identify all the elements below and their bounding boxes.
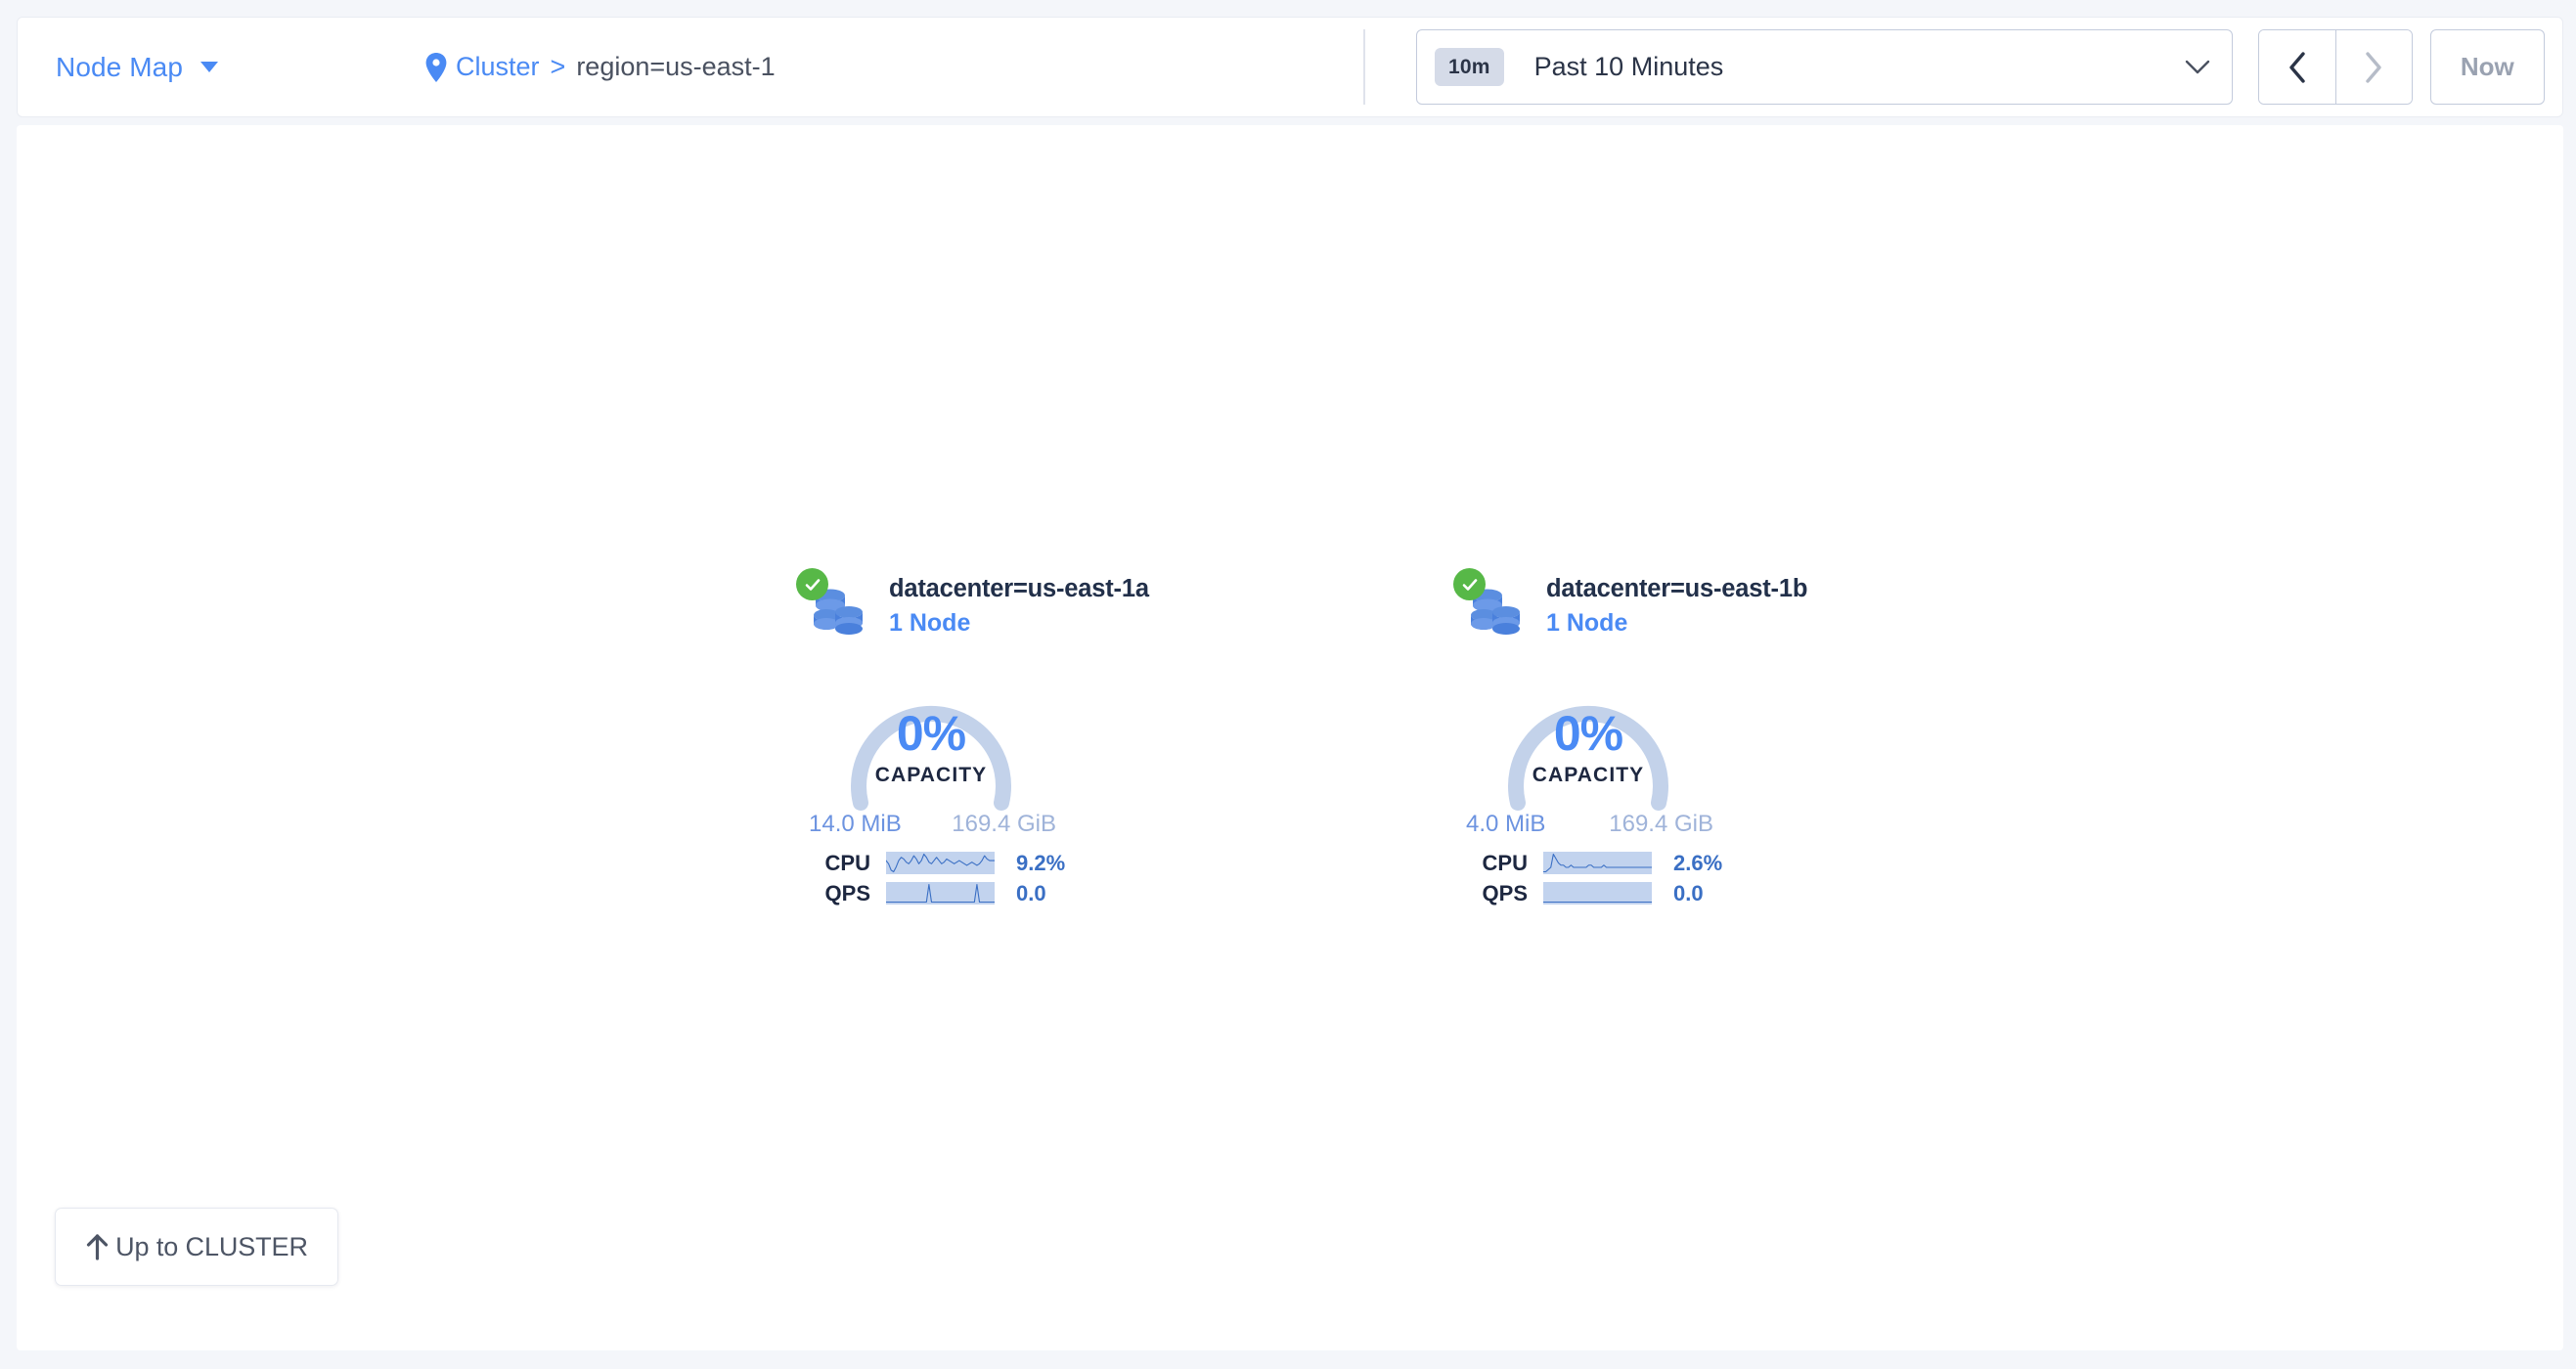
node-card-titles: datacenter=us-east-1a 1 Node: [889, 570, 1149, 639]
cpu-sparkline: [1543, 852, 1652, 874]
breadcrumb: Cluster > region=us-east-1: [425, 52, 776, 82]
metric-label: CPU: [824, 850, 870, 875]
capacity-values-row: 14.0 MiB 169.4 GiB: [809, 811, 1056, 838]
capacity-total-value: 169.4 GiB: [1609, 811, 1713, 837]
chevron-down-icon: [2185, 60, 2210, 73]
metrics-list: CPU 9.2% QPS 0.0: [809, 848, 1159, 908]
metric-label: QPS: [824, 880, 870, 905]
view-selector-label: Node Map: [56, 51, 183, 82]
metric-value: 0.0: [1016, 880, 1046, 905]
metric-value: 9.2%: [1016, 850, 1066, 875]
now-button-label: Now: [2460, 52, 2514, 81]
capacity-used-value: 14.0 MiB: [809, 811, 902, 837]
node-group-card[interactable]: datacenter=us-east-1a 1 Node 0% CAPACITY…: [796, 568, 1159, 908]
node-card-title: datacenter=us-east-1a: [889, 575, 1149, 602]
time-range-badge: 10m: [1435, 48, 1504, 86]
node-card-subtitle[interactable]: 1 Node: [889, 608, 971, 637]
capacity-gauge-caption: CAPACITY: [874, 764, 988, 786]
chevron-left-icon: [2289, 51, 2305, 83]
metrics-list: CPU 2.6% QPS 0.0: [1466, 848, 1816, 908]
qps-sparkline: [886, 882, 995, 905]
time-range-picker[interactable]: 10m Past 10 Minutes: [1416, 29, 2233, 105]
database-stack-icon: [796, 568, 867, 640]
time-step-back-button[interactable]: [2258, 30, 2335, 104]
breadcrumb-current: region=us-east-1: [576, 52, 776, 81]
up-to-cluster-label: Up to CLUSTER: [115, 1231, 308, 1261]
location-pin-icon: [425, 52, 447, 82]
node-card-titles: datacenter=us-east-1b 1 Node: [1546, 570, 1807, 639]
up-to-cluster-button[interactable]: Up to CLUSTER: [55, 1208, 338, 1286]
now-button[interactable]: Now: [2429, 29, 2545, 105]
node-card-header: datacenter=us-east-1b 1 Node: [1453, 568, 1816, 644]
metric-value: 2.6%: [1673, 850, 1723, 875]
node-card-header: datacenter=us-east-1a 1 Node: [796, 568, 1159, 644]
capacity-total-value: 169.4 GiB: [952, 811, 1056, 837]
node-card-subtitle[interactable]: 1 Node: [1546, 608, 1628, 637]
arrow-up-icon: [87, 1233, 109, 1260]
time-range-label: Past 10 Minutes: [1533, 52, 1724, 81]
chevron-down-icon: [200, 62, 218, 72]
check-circle-icon: [1453, 568, 1486, 600]
metric-label: QPS: [1482, 880, 1528, 905]
capacity-gauge: 0% CAPACITY: [828, 658, 1034, 811]
metric-row-cpu: CPU 2.6%: [1466, 848, 1816, 878]
capacity-gauge-value: 0%: [1553, 706, 1623, 761]
capacity-gauge-caption: CAPACITY: [1532, 764, 1645, 786]
view-selector-dropdown[interactable]: Node Map: [56, 18, 218, 116]
metric-value: 0.0: [1673, 880, 1704, 905]
check-circle-icon: [796, 568, 828, 600]
node-group-card[interactable]: datacenter=us-east-1b 1 Node 0% CAPACITY…: [1453, 568, 1816, 908]
node-map-canvas: datacenter=us-east-1a 1 Node 0% CAPACITY…: [17, 125, 2563, 1350]
breadcrumb-link-cluster[interactable]: Cluster: [456, 52, 540, 81]
metric-row-qps: QPS 0.0: [1466, 878, 1816, 908]
capacity-gauge-value: 0%: [896, 706, 966, 761]
breadcrumb-separator: >: [550, 52, 566, 81]
qps-sparkline: [1543, 882, 1652, 905]
time-step-nav-group: [2257, 29, 2413, 105]
capacity-used-value: 4.0 MiB: [1466, 811, 1546, 837]
metric-label: CPU: [1482, 850, 1528, 875]
time-controls: 10m Past 10 Minutes Now: [1363, 29, 2545, 105]
chevron-right-icon: [2366, 51, 2381, 83]
cpu-sparkline: [886, 852, 995, 874]
top-header-bar: Node Map Cluster > region=us-east-1 10m …: [17, 17, 2563, 117]
database-stack-icon: [1453, 568, 1525, 640]
time-step-forward-button[interactable]: [2334, 30, 2412, 104]
capacity-gauge: 0% CAPACITY: [1486, 658, 1691, 811]
node-card-title: datacenter=us-east-1b: [1546, 575, 1808, 602]
metric-row-qps: QPS 0.0: [809, 878, 1159, 908]
metric-row-cpu: CPU 9.2%: [809, 848, 1159, 878]
capacity-values-row: 4.0 MiB 169.4 GiB: [1466, 811, 1713, 838]
